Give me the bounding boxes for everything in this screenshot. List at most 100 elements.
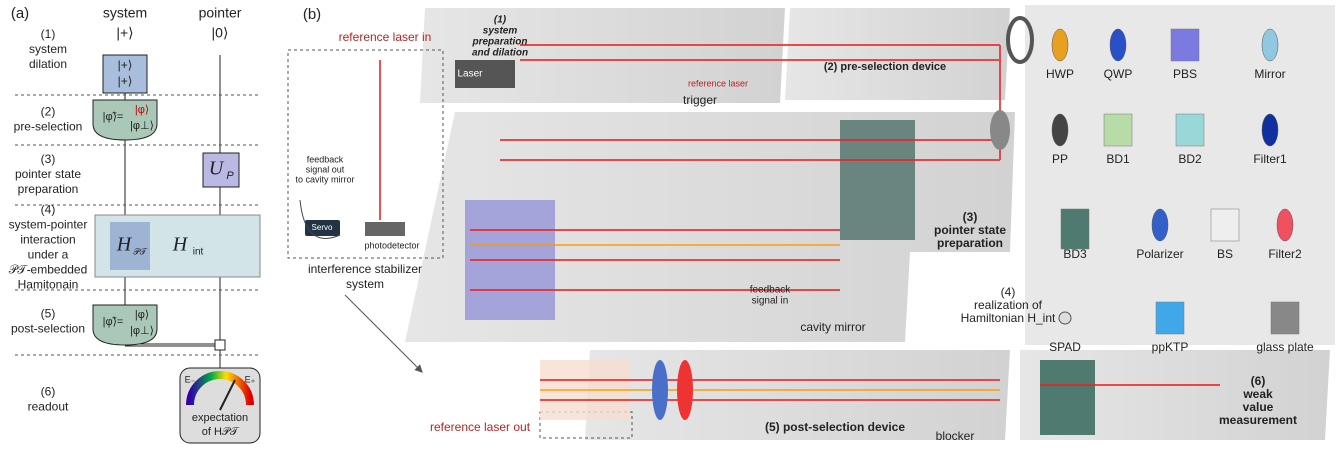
step-label: dilation bbox=[29, 57, 67, 71]
stage-label: Hamiltonian H_int bbox=[961, 311, 1056, 325]
step-label: pre-selection bbox=[14, 120, 83, 134]
step-number: (2) bbox=[41, 105, 56, 119]
legend-icon bbox=[1211, 209, 1239, 241]
gate-text: |+⟩ bbox=[118, 74, 133, 88]
device-label: reference laser out bbox=[430, 420, 531, 434]
step-label: pointer state bbox=[15, 167, 81, 181]
gate-symbol: U bbox=[209, 158, 225, 180]
step-label: Hamitonain bbox=[18, 278, 79, 292]
legend-icon bbox=[1061, 209, 1089, 249]
label: (b) bbox=[303, 6, 321, 23]
gate-text: |φ⊥⟩ bbox=[130, 120, 154, 132]
step-number: (6) bbox=[41, 385, 56, 399]
step-label: under a bbox=[28, 248, 69, 262]
step-label: post-selection bbox=[11, 322, 85, 336]
stage-label: (2) pre-selection device bbox=[824, 61, 946, 73]
step-number: (1) bbox=[41, 27, 56, 41]
meter-label: of H𝒫𝒯 bbox=[202, 426, 240, 438]
device-label: Laser bbox=[457, 69, 483, 80]
stage-label: (5) post-selection device bbox=[765, 420, 905, 434]
legend-icon bbox=[1277, 209, 1293, 241]
legend-icon bbox=[1262, 29, 1278, 61]
legend-icon bbox=[1152, 209, 1168, 241]
legend-icon bbox=[1059, 312, 1071, 324]
step-label: system bbox=[29, 42, 67, 56]
device-label: feedback bbox=[307, 154, 344, 164]
step-label: readout bbox=[28, 400, 69, 414]
device-label: interference stabilizer bbox=[308, 262, 422, 276]
legend-icon bbox=[1262, 114, 1278, 146]
legend-icon bbox=[1104, 114, 1132, 146]
legend-label: SPAD bbox=[1049, 340, 1081, 354]
gate-text: |φ⊥⟩ bbox=[130, 325, 154, 337]
label: (a) bbox=[11, 5, 29, 22]
column-title: pointer bbox=[199, 5, 242, 21]
legend-icon bbox=[1171, 29, 1199, 61]
column-title: system bbox=[103, 5, 147, 21]
device-label: reference laser bbox=[688, 78, 748, 88]
legend-label: BD1 bbox=[1106, 152, 1130, 166]
device-label: blocker bbox=[936, 429, 975, 443]
device-label: cavity mirror bbox=[800, 320, 865, 334]
state: |0⟩ bbox=[212, 25, 229, 41]
legend-label: PP bbox=[1052, 152, 1068, 166]
stage-label: (4) bbox=[1001, 285, 1016, 299]
step-number: (4) bbox=[41, 203, 56, 217]
legend-icon bbox=[1052, 29, 1068, 61]
device-label: photodetector bbox=[364, 240, 419, 250]
legend-label: BS bbox=[1217, 247, 1233, 261]
device-label: Servo bbox=[312, 223, 333, 232]
stage-label: preparation bbox=[471, 37, 527, 48]
legend-icon bbox=[1052, 114, 1068, 146]
stage-label: value bbox=[1243, 400, 1274, 414]
legend-icon bbox=[1271, 302, 1299, 334]
legend-label: Filter1 bbox=[1253, 152, 1287, 166]
gate-sub: 𝒫𝒯 bbox=[133, 246, 147, 256]
device-label: system bbox=[346, 277, 384, 291]
gate-sub: P bbox=[226, 170, 234, 182]
legend-label: Polarizer bbox=[1136, 247, 1183, 261]
device-label: reference laser in bbox=[339, 30, 432, 44]
legend-icon bbox=[1110, 29, 1126, 61]
legend-label: Mirror bbox=[1254, 67, 1285, 81]
stage-label: (1) bbox=[494, 15, 507, 26]
legend-icon bbox=[1176, 114, 1204, 146]
figure: (a) system |+⟩ pointer |0⟩ |+⟩ |+⟩ |φ̃⟩=… bbox=[0, 0, 1340, 448]
device-label: signal in bbox=[752, 296, 789, 307]
gate-text: |φ̃⟩= bbox=[103, 111, 124, 123]
step-label: system-pointer bbox=[9, 218, 88, 232]
legend-label: PBS bbox=[1173, 67, 1197, 81]
step-number: (5) bbox=[41, 307, 56, 321]
stage-label: realization of bbox=[974, 298, 1043, 312]
stage-label: (3) bbox=[963, 210, 978, 224]
gate-symbol: H bbox=[116, 234, 133, 256]
step-label: preparation bbox=[18, 182, 79, 196]
legend-label: Filter2 bbox=[1268, 247, 1302, 261]
legend-label: BD2 bbox=[1178, 152, 1202, 166]
legend-label: glass plate bbox=[1256, 340, 1314, 354]
gate-text: |+⟩ bbox=[118, 58, 133, 72]
device-label: feedback bbox=[750, 285, 792, 296]
legend-label: QWP bbox=[1104, 67, 1133, 81]
stage-label: measurement bbox=[1219, 413, 1297, 427]
stage-label: preparation bbox=[937, 236, 1003, 250]
step-number: (3) bbox=[41, 152, 56, 166]
meter-label: E₋ bbox=[185, 374, 196, 384]
legend-icon bbox=[1156, 302, 1184, 334]
meter-label: E₊ bbox=[245, 374, 256, 384]
gate-text: |φ⟩ bbox=[135, 104, 149, 116]
step-label: interaction bbox=[20, 233, 75, 247]
gate-text: |φ⟩ bbox=[135, 309, 149, 321]
legend-label: BD3 bbox=[1063, 247, 1087, 261]
step-label: 𝒫𝒯-embedded bbox=[9, 263, 88, 277]
gate-sub: int bbox=[193, 247, 204, 258]
stage-label: system bbox=[483, 26, 518, 37]
legend-label: HWP bbox=[1046, 67, 1074, 81]
device-label: to cavity mirror bbox=[295, 174, 354, 184]
gate-text: |φ̃⟩= bbox=[103, 316, 124, 328]
stage-label: pointer state bbox=[934, 223, 1006, 237]
gate-symbol: H bbox=[172, 234, 189, 256]
meter-label: expectation bbox=[192, 412, 248, 424]
legend-label: ppKTP bbox=[1152, 340, 1189, 354]
stage-label: and dilation bbox=[472, 48, 528, 59]
